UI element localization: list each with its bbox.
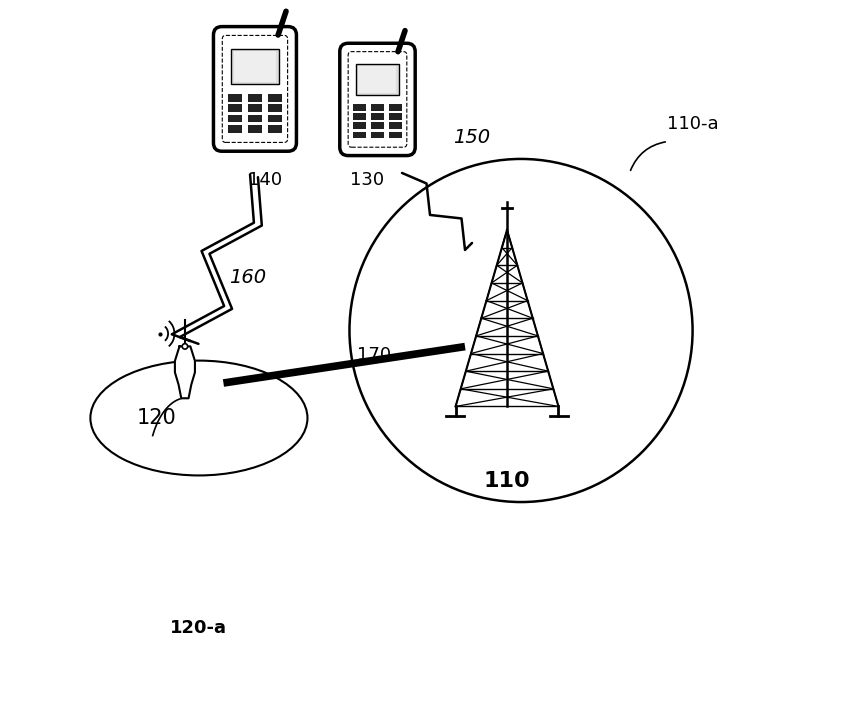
Text: 150: 150 xyxy=(453,129,490,148)
Bar xyxy=(389,104,401,110)
Text: 110-a: 110-a xyxy=(666,115,717,133)
Bar xyxy=(247,104,262,112)
Bar xyxy=(268,94,282,101)
Bar xyxy=(358,65,396,93)
Text: 160: 160 xyxy=(229,269,266,288)
Bar xyxy=(371,113,383,120)
FancyBboxPatch shape xyxy=(339,44,415,155)
Text: 120-a: 120-a xyxy=(170,619,227,637)
Bar xyxy=(371,131,383,138)
Bar xyxy=(268,104,282,112)
Bar xyxy=(371,122,383,129)
Bar xyxy=(389,122,401,129)
Bar xyxy=(227,104,242,112)
FancyBboxPatch shape xyxy=(213,27,296,151)
Bar xyxy=(233,51,276,82)
Text: 140: 140 xyxy=(248,171,282,189)
FancyBboxPatch shape xyxy=(222,35,287,143)
Text: 130: 130 xyxy=(349,171,383,189)
Bar xyxy=(227,115,242,122)
Bar xyxy=(247,125,262,133)
Bar xyxy=(353,113,366,120)
Bar xyxy=(227,125,242,133)
Bar xyxy=(247,115,262,122)
Bar xyxy=(371,104,383,110)
Bar xyxy=(389,113,401,120)
Bar xyxy=(356,64,398,95)
Bar xyxy=(268,115,282,122)
Bar xyxy=(353,122,366,129)
Bar xyxy=(231,49,279,84)
Circle shape xyxy=(182,344,187,349)
Text: 110: 110 xyxy=(483,471,530,491)
Bar xyxy=(268,125,282,133)
Bar xyxy=(389,131,401,138)
Bar xyxy=(353,131,366,138)
Bar xyxy=(353,104,366,110)
FancyBboxPatch shape xyxy=(348,51,406,147)
Text: 170: 170 xyxy=(356,346,390,364)
Bar xyxy=(227,94,242,101)
Text: 120: 120 xyxy=(137,408,176,428)
Polygon shape xyxy=(175,347,195,399)
Bar xyxy=(247,94,262,101)
